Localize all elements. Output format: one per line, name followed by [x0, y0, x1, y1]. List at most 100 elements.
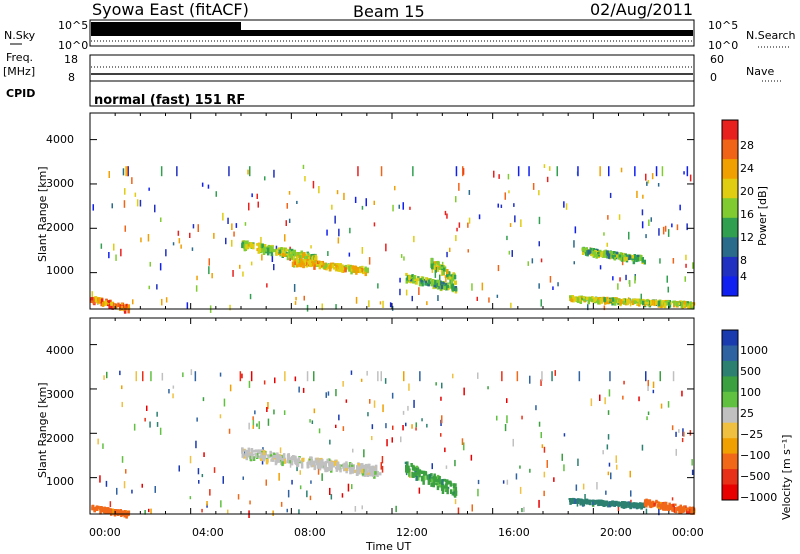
data-cell — [342, 268, 346, 271]
scatter-cell — [523, 506, 525, 513]
scatter-cell — [671, 497, 674, 501]
scatter-cell — [207, 184, 210, 189]
data-cell — [451, 491, 455, 496]
data-cell — [116, 509, 119, 514]
data-cell — [338, 266, 342, 272]
scatter-cell — [335, 424, 337, 428]
data-cell — [597, 500, 601, 503]
data-cell — [323, 265, 326, 269]
scatter-cell — [689, 174, 692, 182]
scatter-cell — [543, 471, 546, 478]
streak-cell — [284, 371, 286, 382]
scatter-cell — [338, 414, 340, 421]
data-cell — [412, 465, 415, 471]
scatter-cell — [636, 190, 638, 198]
scatter-cell — [298, 386, 300, 393]
data-cell — [421, 475, 424, 482]
scatter-cell — [302, 164, 305, 169]
scatter-cell — [172, 242, 175, 246]
scatter-cell — [471, 504, 473, 512]
scatter-cell — [521, 415, 523, 420]
data-cell — [600, 298, 603, 304]
data-cell — [368, 466, 371, 469]
data-cell — [683, 505, 686, 510]
data-cell — [437, 260, 440, 265]
scatter-cell — [291, 479, 293, 485]
scatter-cell — [402, 202, 404, 210]
scatter-cell — [608, 389, 611, 397]
scatter-cell — [608, 462, 611, 467]
scatter-cell — [379, 301, 382, 305]
data-cell — [296, 461, 299, 465]
data-cell — [245, 244, 248, 249]
data-cell — [257, 449, 260, 453]
data-cell — [431, 279, 434, 285]
data-cell — [260, 452, 263, 458]
data-cell — [408, 468, 411, 471]
data-cell — [311, 260, 315, 266]
data-cell — [406, 461, 409, 467]
data-cell — [358, 268, 362, 272]
data-cell — [608, 251, 611, 254]
scatter-cell — [617, 506, 620, 512]
scatter-cell — [377, 283, 379, 289]
data-cell — [422, 479, 425, 485]
scatter-cell — [119, 370, 121, 376]
data-cell — [357, 468, 360, 471]
scatter-cell — [148, 187, 150, 191]
scatter-cell — [563, 464, 565, 472]
data-cell — [249, 243, 253, 248]
power-cb-tick-8: 8 — [740, 254, 747, 267]
scatter-cell — [538, 216, 541, 225]
scatter-cell — [201, 182, 204, 187]
streak-cell — [160, 166, 163, 177]
scatter-cell — [606, 242, 608, 247]
data-cell — [366, 267, 369, 273]
scatter-cell — [355, 296, 358, 304]
scatter-cell — [136, 199, 139, 207]
data-cell — [622, 298, 625, 301]
scatter-cell — [685, 254, 687, 261]
streak-cell — [645, 371, 647, 382]
scatter-cell — [373, 400, 376, 408]
data-cell — [594, 297, 597, 301]
scatter-cell — [607, 434, 610, 440]
data-cell — [689, 302, 692, 306]
scatter-cell — [149, 261, 151, 267]
scatter-cell — [606, 444, 609, 450]
scatter-cell — [467, 249, 469, 253]
scatter-cell — [647, 180, 650, 184]
scatter-cell — [248, 380, 251, 388]
data-cell — [335, 466, 339, 472]
data-cell — [119, 509, 122, 515]
scatter-cell — [391, 437, 393, 443]
data-cell — [657, 300, 661, 307]
scatter-cell — [156, 284, 158, 290]
data-cell — [433, 262, 436, 268]
scatter-cell — [178, 465, 180, 472]
scatter-cell — [658, 507, 660, 516]
data-cell — [330, 466, 333, 471]
scatter-cell — [678, 429, 680, 433]
scatter-cell — [131, 489, 133, 494]
scatter-cell — [159, 427, 162, 435]
scatter-cell — [437, 295, 439, 301]
data-cell — [588, 250, 592, 254]
scatter-cell — [629, 470, 631, 478]
scatter-cell — [565, 203, 568, 210]
power-colorbar-frame — [721, 119, 739, 297]
data-cell — [374, 466, 378, 473]
data-cell — [449, 286, 453, 289]
streak-cell — [377, 371, 379, 382]
scatter-cell — [449, 247, 451, 252]
data-cell — [277, 454, 280, 459]
data-cell — [677, 302, 681, 305]
data-cell — [590, 298, 594, 302]
data-cell — [254, 455, 258, 458]
streak-cell — [127, 166, 129, 177]
data-cell — [248, 453, 252, 456]
data-cell — [109, 299, 112, 304]
data-cell — [296, 458, 299, 461]
data-cell — [578, 298, 582, 302]
scatter-cell — [278, 472, 280, 481]
